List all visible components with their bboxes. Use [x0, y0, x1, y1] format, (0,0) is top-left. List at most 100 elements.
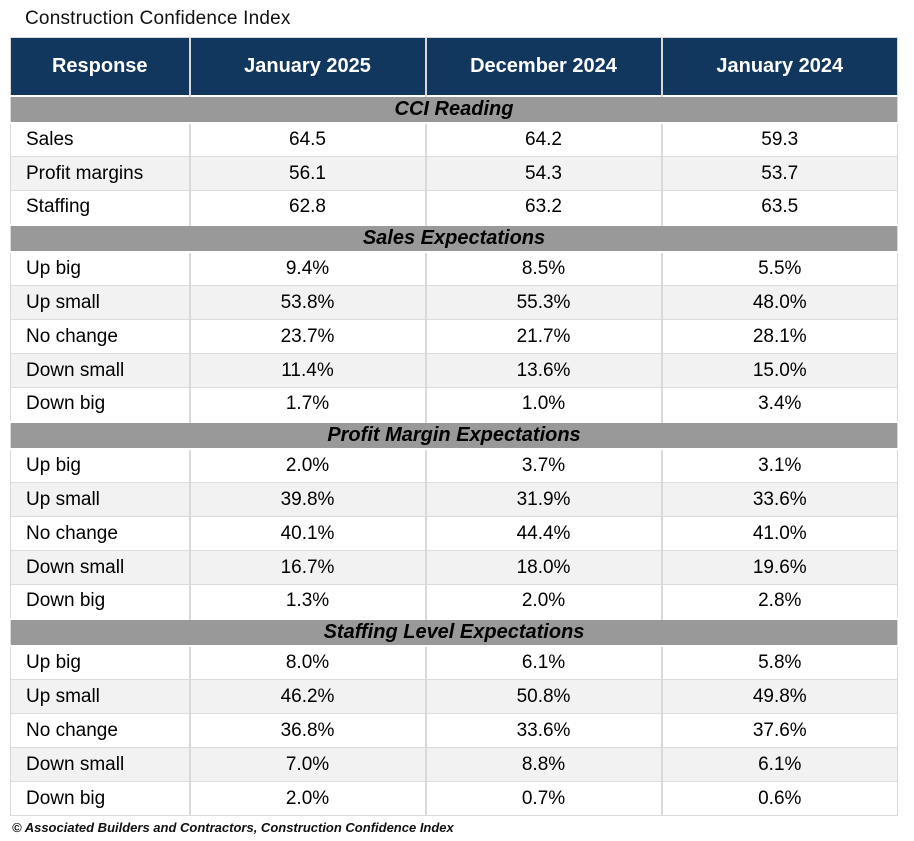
row-value: 3.1% [660, 448, 898, 483]
row-value: 6.1% [660, 747, 898, 782]
row-label: Down small [10, 550, 190, 585]
row-label: Profit margins [10, 156, 190, 191]
row-value: 40.1% [188, 516, 426, 551]
section-band-row: Staffing Level Expectations [10, 617, 898, 647]
row-value: 39.8% [188, 482, 426, 517]
row-label: No change [10, 319, 190, 354]
row-value: 49.8% [660, 679, 898, 714]
row-value: 19.6% [660, 550, 898, 585]
row-value: 28.1% [660, 319, 898, 354]
row-value: 54.3 [424, 156, 662, 191]
row-label: Sales [10, 122, 190, 157]
column-header-december-2024: December 2024 [424, 37, 662, 96]
table-row: No change 40.1% 44.4% 41.0% [10, 516, 898, 551]
row-value: 5.8% [660, 645, 898, 680]
row-value: 64.5 [188, 122, 426, 157]
row-value: 55.3% [424, 285, 662, 320]
row-value: 56.1 [188, 156, 426, 191]
table-row: Down big 2.0% 0.7% 0.6% [10, 781, 898, 816]
row-value: 1.0% [424, 387, 662, 422]
table-row: Up small 39.8% 31.9% 33.6% [10, 482, 898, 517]
table-row: Staffing 62.8 63.2 63.5 [10, 190, 898, 225]
table-row: Sales 64.5 64.2 59.3 [10, 122, 898, 157]
row-label: Up small [10, 482, 190, 517]
row-value: 33.6% [660, 482, 898, 517]
row-label: Up big [10, 251, 190, 286]
table-body: CCI Reading Sales 64.5 64.2 59.3 Profit margi… [10, 94, 898, 816]
row-value: 6.1% [424, 645, 662, 680]
section-title: Staffing Level Expectations [10, 617, 898, 647]
row-label: No change [10, 516, 190, 551]
row-value: 1.3% [188, 584, 426, 619]
table-row: No change 36.8% 33.6% 37.6% [10, 713, 898, 748]
row-value: 46.2% [188, 679, 426, 714]
row-value: 2.0% [188, 781, 426, 816]
row-value: 9.4% [188, 251, 426, 286]
table-row: Down small 16.7% 18.0% 19.6% [10, 550, 898, 585]
row-value: 1.7% [188, 387, 426, 422]
row-value: 13.6% [424, 353, 662, 388]
table-row: Down big 1.3% 2.0% 2.8% [10, 584, 898, 619]
page-title: Construction Confidence Index [25, 8, 291, 29]
cci-table: Response January 2025 December 2024 January… [10, 37, 898, 816]
row-value: 0.7% [424, 781, 662, 816]
row-value: 21.7% [424, 319, 662, 354]
row-value: 7.0% [188, 747, 426, 782]
row-label: Up big [10, 645, 190, 680]
row-label: No change [10, 713, 190, 748]
row-value: 59.3 [660, 122, 898, 157]
section-title: Sales Expectations [10, 223, 898, 253]
row-value: 48.0% [660, 285, 898, 320]
row-label: Up small [10, 285, 190, 320]
row-value: 11.4% [188, 353, 426, 388]
row-label: Down small [10, 353, 190, 388]
row-label: Staffing [10, 190, 190, 225]
row-value: 64.2 [424, 122, 662, 157]
row-value: 50.8% [424, 679, 662, 714]
row-value: 44.4% [424, 516, 662, 551]
row-value: 5.5% [660, 251, 898, 286]
section-band-row: Profit Margin Expectations [10, 420, 898, 450]
row-value: 33.6% [424, 713, 662, 748]
column-header-row: Response January 2025 December 2024 January… [10, 37, 898, 96]
row-value: 0.6% [660, 781, 898, 816]
table-row: Up big 9.4% 8.5% 5.5% [10, 251, 898, 286]
row-value: 31.9% [424, 482, 662, 517]
footer-attribution: © Associated Builders and Contractors, C… [12, 820, 454, 835]
row-value: 2.8% [660, 584, 898, 619]
row-label: Down big [10, 584, 190, 619]
row-value: 63.5 [660, 190, 898, 225]
row-label: Down big [10, 387, 190, 422]
row-value: 16.7% [188, 550, 426, 585]
row-value: 41.0% [660, 516, 898, 551]
row-value: 3.7% [424, 448, 662, 483]
row-value: 53.8% [188, 285, 426, 320]
table-row: Down big 1.7% 1.0% 3.4% [10, 387, 898, 422]
row-value: 63.2 [424, 190, 662, 225]
section-title: CCI Reading [10, 94, 898, 124]
row-label: Down small [10, 747, 190, 782]
row-value: 37.6% [660, 713, 898, 748]
section-band-row: Sales Expectations [10, 223, 898, 253]
table-row: Up big 8.0% 6.1% 5.8% [10, 645, 898, 680]
row-label: Up small [10, 679, 190, 714]
section-band-row: CCI Reading [10, 94, 898, 124]
table-row: Up big 2.0% 3.7% 3.1% [10, 448, 898, 483]
row-value: 2.0% [188, 448, 426, 483]
table-row: No change 23.7% 21.7% 28.1% [10, 319, 898, 354]
table-row: Profit margins 56.1 54.3 53.7 [10, 156, 898, 191]
row-label: Down big [10, 781, 190, 816]
row-value: 18.0% [424, 550, 662, 585]
row-value: 8.5% [424, 251, 662, 286]
table-row: Down small 11.4% 13.6% 15.0% [10, 353, 898, 388]
table-row: Up small 53.8% 55.3% 48.0% [10, 285, 898, 320]
column-header-response: Response [10, 37, 190, 96]
table-row: Down small 7.0% 8.8% 6.1% [10, 747, 898, 782]
row-value: 62.8 [188, 190, 426, 225]
row-value: 15.0% [660, 353, 898, 388]
row-value: 3.4% [660, 387, 898, 422]
row-value: 8.8% [424, 747, 662, 782]
section-title: Profit Margin Expectations [10, 420, 898, 450]
column-header-january-2025: January 2025 [188, 37, 426, 96]
